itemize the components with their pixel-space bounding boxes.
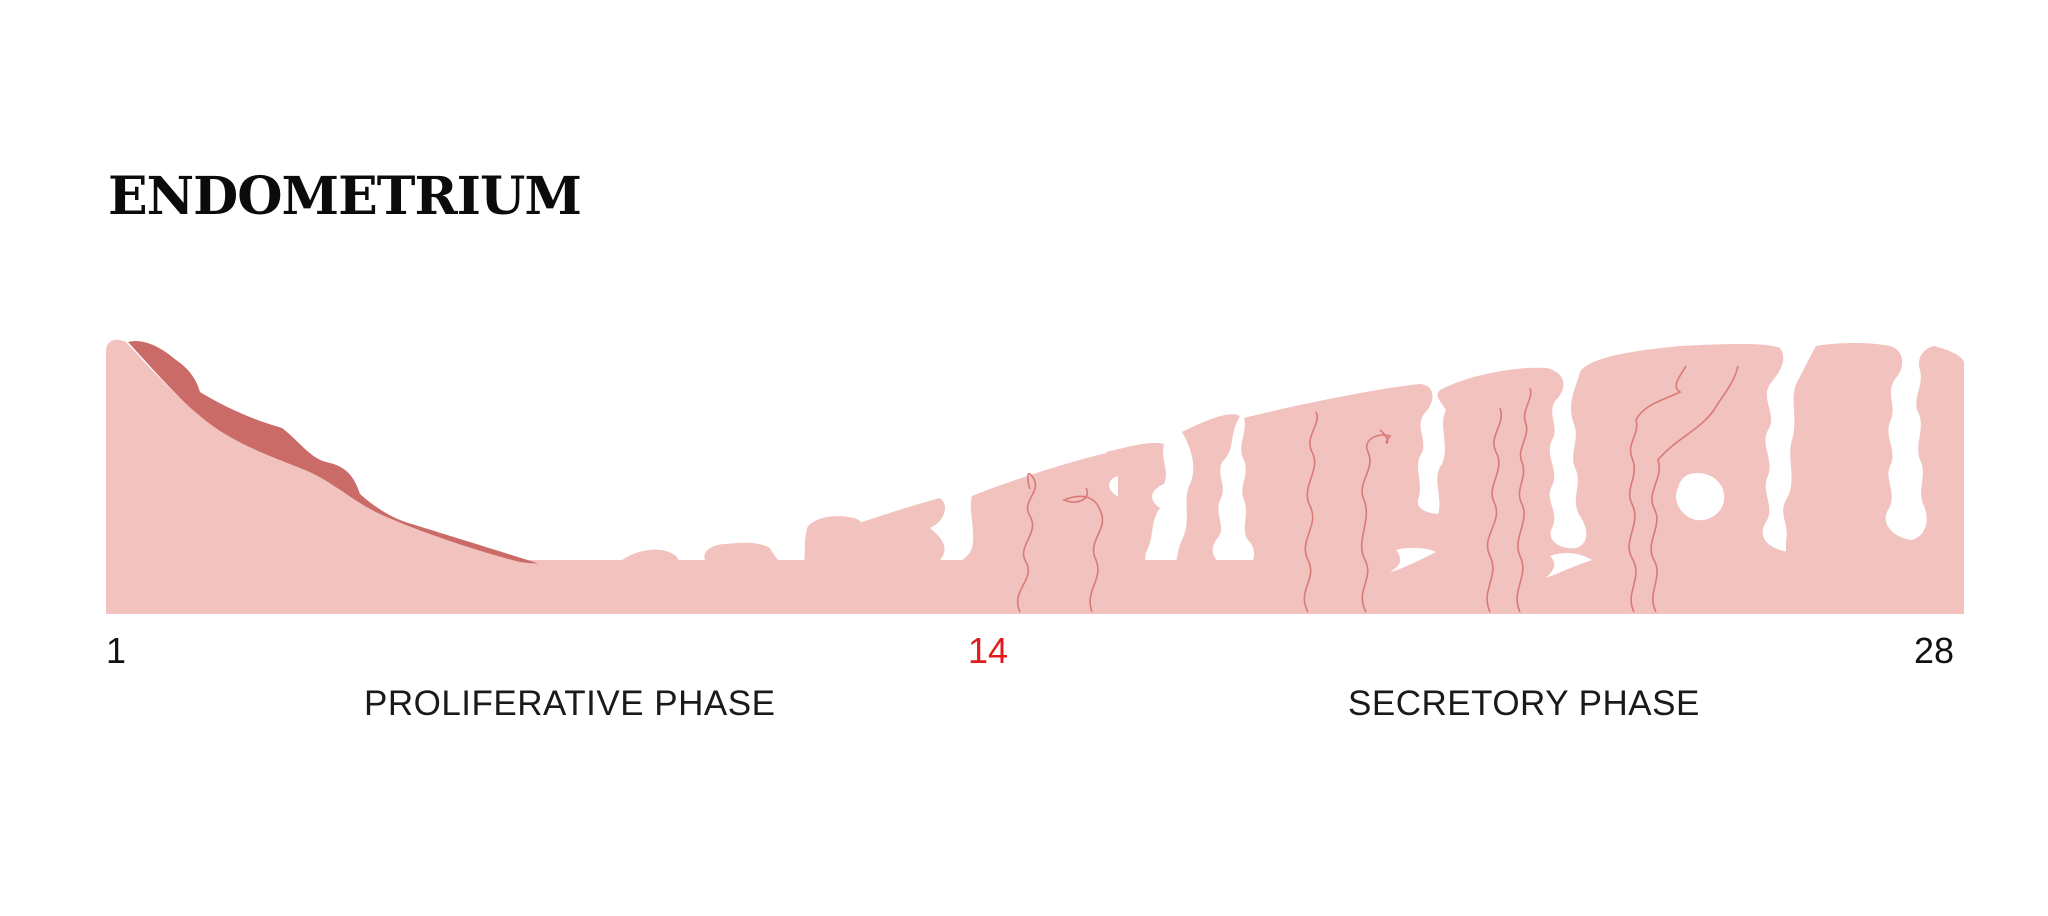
spiral-arteries [1017,365,1739,613]
day-end-label: 28 [1914,630,1955,671]
page-title: ENDOMETRIUM [108,166,582,227]
gland-lumens [1390,472,1725,578]
shedding-layer [128,340,546,570]
day-start-label: 1 [106,630,127,671]
tissue-slope [106,339,574,614]
tissue-wave-2 [1106,384,1440,614]
day-ovulation-label: 14 [968,630,1009,671]
tissue-bumps-early [560,516,866,614]
tissue-wave-4 [1783,343,1964,614]
secretory-phase-label: SECRETORY PHASE [1348,684,1700,723]
tissue-wave-1 [856,452,1126,614]
proliferative-phase-label: PROLIFERATIVE PHASE [364,684,776,723]
tissue-wave-3 [1436,344,1790,614]
